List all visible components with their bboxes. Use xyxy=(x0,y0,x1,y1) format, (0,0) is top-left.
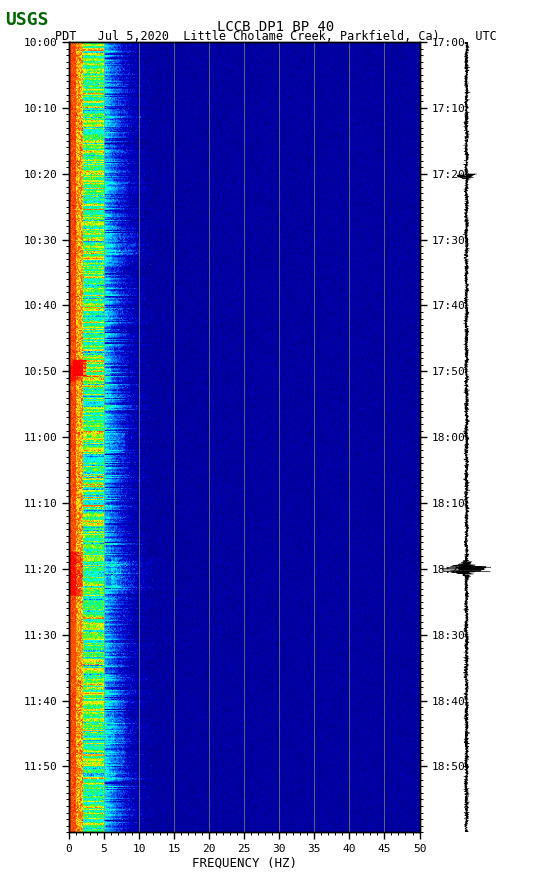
X-axis label: FREQUENCY (HZ): FREQUENCY (HZ) xyxy=(192,857,297,870)
Text: LCCB DP1 BP 40: LCCB DP1 BP 40 xyxy=(217,20,335,34)
Text: PDT   Jul 5,2020  Little Cholame Creek, Parkfield, Ca)     UTC: PDT Jul 5,2020 Little Cholame Creek, Par… xyxy=(55,30,497,44)
Text: USGS: USGS xyxy=(6,11,49,29)
